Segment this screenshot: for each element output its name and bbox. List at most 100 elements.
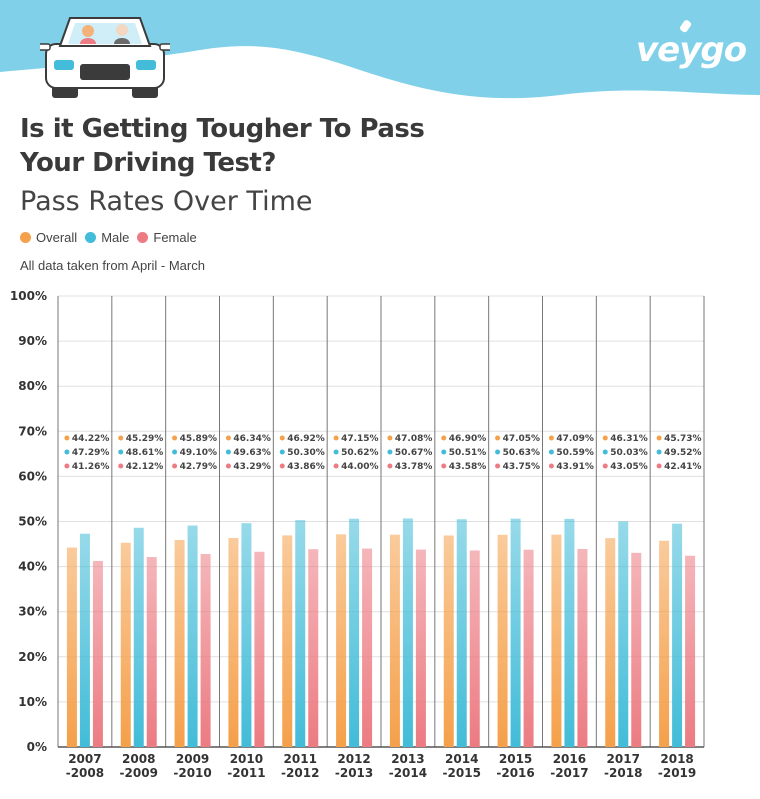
data-label-dot <box>172 435 178 441</box>
data-label-dot <box>64 435 70 441</box>
x-tick-label: -2016 <box>496 766 534 780</box>
data-label-dot <box>441 435 447 441</box>
data-label-dot <box>602 463 608 469</box>
data-label-dot <box>172 449 178 455</box>
bar-female <box>200 554 211 747</box>
bar-female <box>146 557 157 747</box>
bar-male <box>456 519 467 747</box>
bar-male <box>618 521 629 747</box>
y-tick-label: 90% <box>18 334 47 348</box>
bar-female <box>254 551 265 747</box>
x-tick-label: 2011 <box>284 752 317 766</box>
key-icon <box>680 20 692 33</box>
x-tick-label: 2009 <box>176 752 209 766</box>
y-tick-label: 50% <box>18 515 47 529</box>
data-label-female: 43.75% <box>503 462 541 472</box>
data-label-dot <box>64 463 70 469</box>
data-label-overall: 44.22% <box>72 434 110 444</box>
data-label-overall: 47.08% <box>395 434 433 444</box>
bar-chart: 0% 10% 20% 30% 40% 50% 60% 70% 80% 90% 100% 44.22% 4… <box>10 289 705 780</box>
data-label-dot <box>118 449 124 455</box>
data-label-dot <box>548 449 554 455</box>
data-label-dot <box>225 435 231 441</box>
veygo-logo: veygo <box>636 30 747 70</box>
data-label-dot <box>656 435 662 441</box>
data-label-dot <box>118 463 124 469</box>
data-label-dot <box>441 449 447 455</box>
data-label-female: 43.29% <box>233 462 271 472</box>
bar-male <box>187 525 198 747</box>
data-label-dot <box>656 463 662 469</box>
data-label-female: 42.12% <box>126 462 164 472</box>
bar-male <box>402 518 413 747</box>
y-tick-label: 30% <box>18 605 47 619</box>
data-label-male: 50.51% <box>449 448 487 458</box>
bar-overall <box>389 534 400 747</box>
y-tick-label: 80% <box>18 379 47 393</box>
data-label-dot <box>225 449 231 455</box>
x-tick-label: -2010 <box>173 766 211 780</box>
data-label-female: 43.58% <box>449 462 487 472</box>
data-label-male: 50.30% <box>287 448 325 458</box>
x-tick-label: 2017 <box>607 752 640 766</box>
bar-male <box>349 518 360 747</box>
bar-overall <box>659 540 670 747</box>
bar-overall <box>605 538 616 747</box>
data-label-female: 43.86% <box>287 462 325 472</box>
y-tick-label: 20% <box>18 650 47 664</box>
data-label-dot <box>495 449 501 455</box>
data-label-dot <box>64 449 70 455</box>
legend-dot-overall <box>20 232 31 243</box>
data-label-dot <box>225 463 231 469</box>
bar-overall <box>174 540 185 747</box>
x-tick-label: 2007 <box>68 752 101 766</box>
data-label-dot <box>548 463 554 469</box>
data-label-male: 50.59% <box>556 448 594 458</box>
header-wave <box>0 0 760 99</box>
data-label-dot <box>495 435 501 441</box>
data-label-overall: 45.73% <box>664 434 702 444</box>
bar-male <box>79 533 90 747</box>
data-label-dot <box>602 435 608 441</box>
data-label-overall: 46.92% <box>287 434 325 444</box>
title-line-2: Your Driving Test? <box>20 148 276 178</box>
legend-label-male: Male <box>101 230 130 245</box>
data-label-female: 42.41% <box>664 462 702 472</box>
data-label-dot <box>279 435 285 441</box>
title-line-1: Is it Getting Tougher To Pass <box>20 114 425 144</box>
data-label-dot <box>387 463 393 469</box>
data-label-dot <box>118 435 124 441</box>
data-label-female: 43.05% <box>610 462 648 472</box>
x-tick-label: -2019 <box>658 766 696 780</box>
x-tick-label: 2008 <box>122 752 155 766</box>
x-tick-label: -2011 <box>227 766 265 780</box>
y-tick-label: 40% <box>18 560 47 574</box>
data-note: All data taken from April - March <box>20 258 205 273</box>
chart-subtitle: Pass Rates Over Time <box>20 186 313 217</box>
legend-dot-female <box>137 232 149 243</box>
data-label-male: 49.10% <box>180 448 218 458</box>
bar-overall <box>497 534 508 747</box>
bar-male <box>241 523 252 747</box>
x-tick-label: -2008 <box>66 766 104 780</box>
x-tick-label: 2013 <box>391 752 424 766</box>
data-label-male: 50.63% <box>503 448 541 458</box>
data-label-male: 50.62% <box>341 448 379 458</box>
data-label-dot <box>441 463 447 469</box>
data-label-dot <box>333 463 339 469</box>
data-label-female: 43.91% <box>556 462 594 472</box>
y-tick-label: 100% <box>10 289 47 303</box>
data-label-dot <box>602 449 608 455</box>
bar-overall <box>443 535 454 747</box>
x-tick-label: -2018 <box>604 766 642 780</box>
data-label-overall: 46.31% <box>610 434 648 444</box>
legend-dot-male <box>85 232 97 243</box>
x-tick-label: 2015 <box>499 752 532 766</box>
data-label-overall: 46.90% <box>449 434 487 444</box>
data-label-male: 50.67% <box>395 448 433 458</box>
data-label-dot <box>333 449 339 455</box>
bar-overall <box>282 535 293 747</box>
bar-female <box>92 560 103 747</box>
bar-overall <box>551 534 562 747</box>
data-label-dot <box>656 449 662 455</box>
